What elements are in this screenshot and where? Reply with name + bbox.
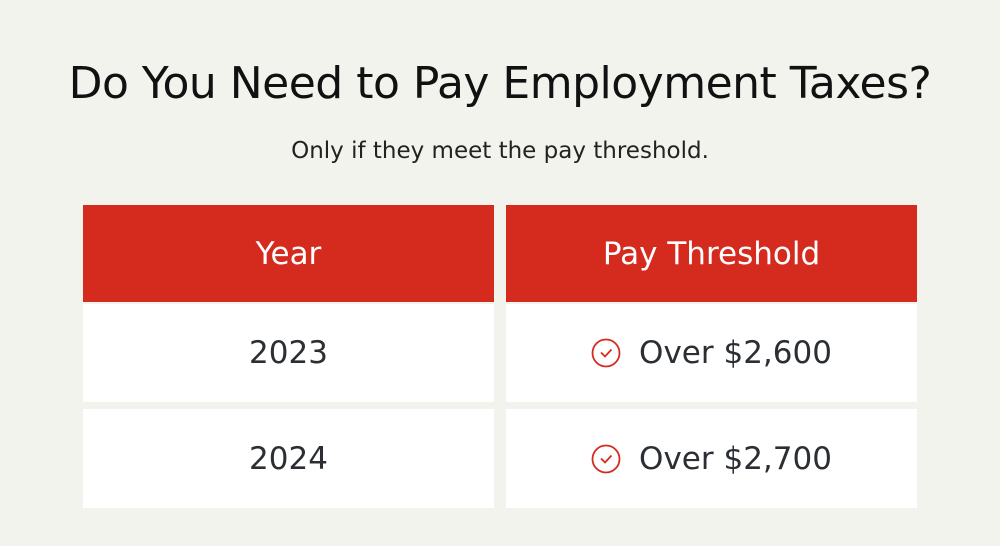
page-title: Do You Need to Pay Employment Taxes?	[68, 58, 932, 109]
table-row-year: 2023	[83, 304, 494, 402]
check-circle-icon	[591, 338, 621, 368]
header-pay-threshold: Pay Threshold	[506, 205, 917, 302]
header-year: Year	[83, 205, 494, 302]
threshold-value: Over $2,600	[639, 335, 832, 371]
threshold-value: Over $2,700	[639, 440, 832, 477]
table-row-threshold: Over $2,600	[506, 304, 917, 402]
check-circle-icon	[591, 444, 621, 473]
page-subtitle: Only if they meet the pay threshold.	[291, 138, 709, 164]
table-row-year: 2024	[83, 409, 494, 508]
table-row-threshold: Over $2,700	[506, 409, 917, 508]
